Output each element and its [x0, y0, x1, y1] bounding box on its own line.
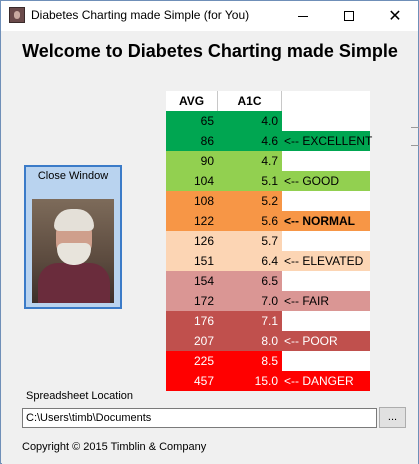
scroll-tick	[411, 145, 419, 146]
header-a1c: A1C	[218, 91, 282, 111]
avg-cell: 122	[166, 211, 218, 231]
table-row: 104 5.1 <-- GOOD	[166, 171, 370, 191]
spreadsheet-location-label: Spreadsheet Location	[26, 390, 134, 402]
close-icon: ✕	[388, 8, 402, 25]
avg-cell: 86	[166, 131, 218, 151]
a1c-cell: 7.1	[218, 311, 282, 331]
table-row: 122 5.6 <-- NORMAL	[166, 211, 370, 231]
app-photo-icon	[9, 7, 25, 23]
header-label	[282, 91, 370, 111]
range-label: <-- NORMAL	[282, 211, 370, 231]
table-row: 90 4.7	[166, 151, 370, 171]
range-label	[282, 351, 370, 371]
range-label: <-- EXCELLENT	[282, 131, 372, 151]
a1c-cell: 15.0	[218, 371, 282, 391]
table-row: 65 4.0	[166, 111, 370, 131]
minimize-icon	[298, 15, 308, 17]
spreadsheet-path-field[interactable]	[22, 408, 377, 428]
table-row: 207 8.0 <-- POOR	[166, 331, 370, 351]
range-label: <-- GOOD	[282, 171, 370, 191]
avg-cell: 207	[166, 331, 218, 351]
avg-cell: 65	[166, 111, 218, 131]
page-title: Welcome to Diabetes Charting made Simple	[22, 41, 398, 61]
scroll-tick	[411, 127, 419, 128]
title-bar[interactable]: Diabetes Charting made Simple (for You) …	[1, 1, 418, 31]
a1c-cell: 6.5	[218, 271, 282, 291]
range-label	[282, 151, 370, 171]
maximize-icon	[344, 11, 354, 21]
window-title: Diabetes Charting made Simple (for You)	[31, 8, 250, 22]
range-label	[282, 311, 370, 331]
range-label: <-- POOR	[282, 331, 370, 351]
avg-cell: 457	[166, 371, 218, 391]
table-row: 86 4.6 <-- EXCELLENT	[166, 131, 372, 151]
close-window-panel[interactable]: Close Window	[24, 165, 122, 309]
table-row: 176 7.1	[166, 311, 370, 331]
a1c-cell: 6.4	[218, 251, 282, 271]
header-avg: AVG	[166, 91, 218, 111]
a1c-cell: 7.0	[218, 291, 282, 311]
close-window-label[interactable]: Close Window	[37, 170, 109, 182]
avg-cell: 225	[166, 351, 218, 371]
a1c-cell: 8.0	[218, 331, 282, 351]
close-button[interactable]: ✕	[372, 1, 418, 31]
client-area: Welcome to Diabetes Charting made Simple…	[2, 31, 419, 464]
range-label	[282, 111, 370, 131]
a1c-cell: 5.2	[218, 191, 282, 211]
avg-cell: 90	[166, 151, 218, 171]
maximize-button[interactable]	[326, 1, 372, 31]
table-row: 154 6.5	[166, 271, 370, 291]
range-label	[282, 271, 370, 291]
a1c-cell: 4.0	[218, 111, 282, 131]
avg-cell: 126	[166, 231, 218, 251]
avg-cell: 172	[166, 291, 218, 311]
table-row: 225 8.5	[166, 351, 370, 371]
avg-cell: 104	[166, 171, 218, 191]
a1c-cell: 5.1	[218, 171, 282, 191]
avg-cell: 154	[166, 271, 218, 291]
table-row: 108 5.2	[166, 191, 370, 211]
a1c-cell: 8.5	[218, 351, 282, 371]
table-header-row: AVG A1C	[166, 91, 370, 111]
table-row: 126 5.7	[166, 231, 370, 251]
avg-cell: 151	[166, 251, 218, 271]
range-label	[282, 191, 370, 211]
table-row: 151 6.4 <-- ELEVATED	[166, 251, 370, 271]
a1c-cell: 4.7	[218, 151, 282, 171]
a1c-cell: 4.6	[218, 131, 282, 151]
range-label: <-- FAIR	[282, 291, 370, 311]
copyright-text: Copyright © 2015 Timblin & Company	[22, 441, 207, 453]
a1c-cell: 5.7	[218, 231, 282, 251]
range-label	[282, 231, 370, 251]
avg-cell: 108	[166, 191, 218, 211]
range-label: <-- ELEVATED	[282, 251, 370, 271]
a1c-cell: 5.6	[218, 211, 282, 231]
table-row: 457 15.0 <-- DANGER	[166, 371, 370, 391]
browse-button[interactable]: ...	[379, 407, 406, 428]
user-photo[interactable]	[32, 199, 114, 303]
table-row: 172 7.0 <-- FAIR	[166, 291, 370, 311]
range-label: <-- DANGER	[282, 371, 370, 391]
avg-cell: 176	[166, 311, 218, 331]
minimize-button[interactable]	[280, 1, 326, 31]
